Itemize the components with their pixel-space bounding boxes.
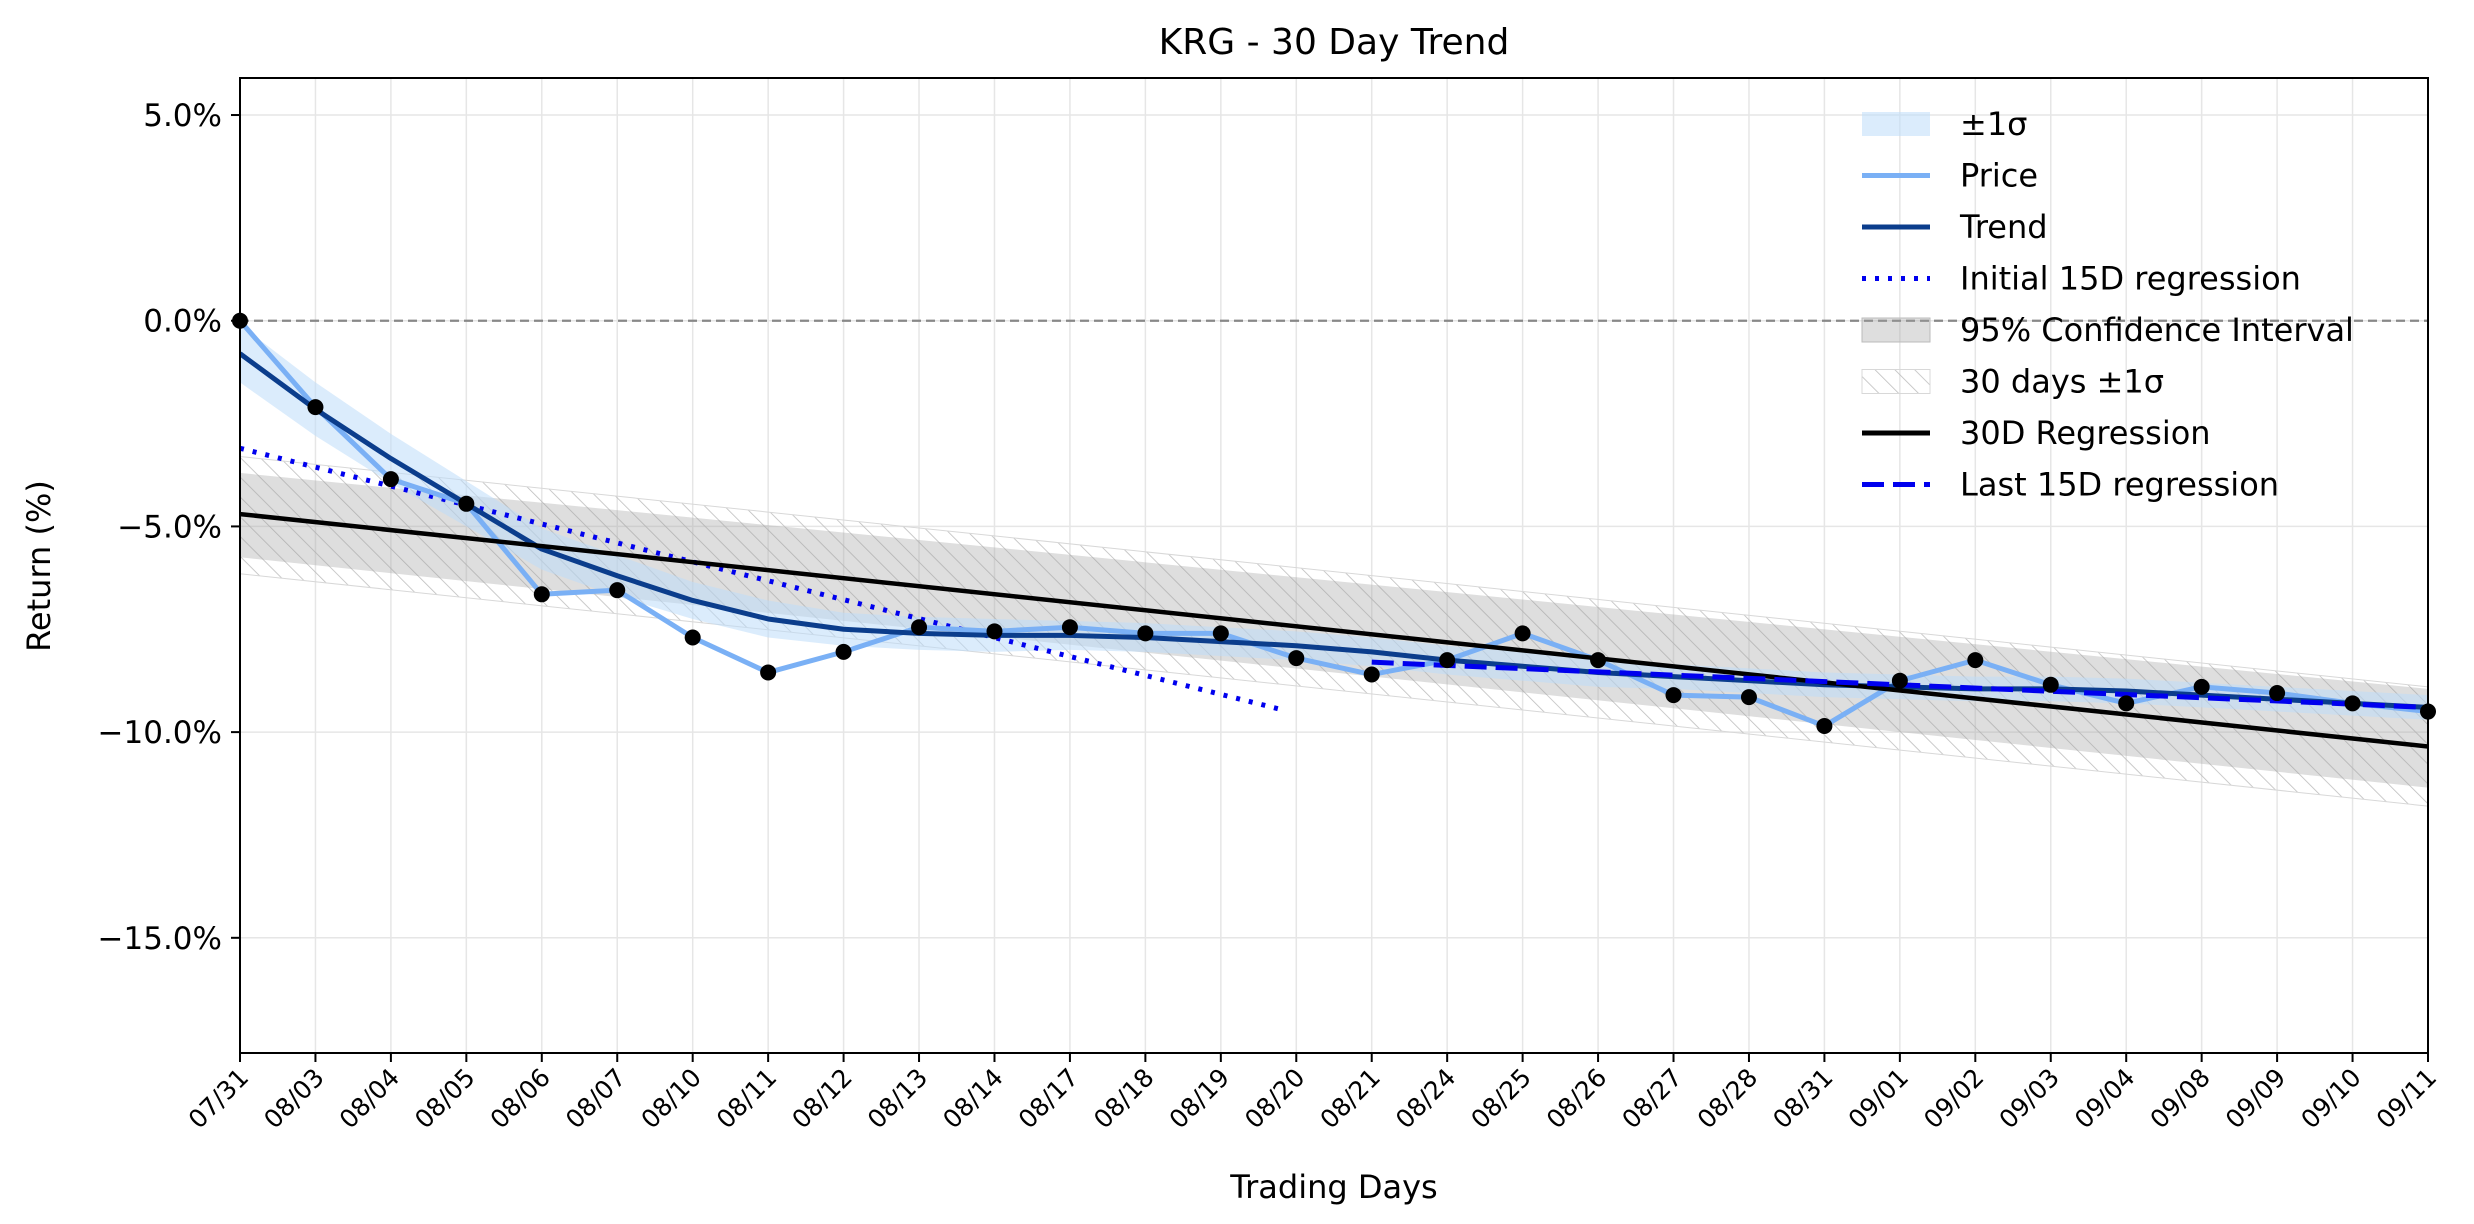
legend-swatch — [1862, 112, 1930, 136]
x-tick-label: 08/07 — [560, 1063, 631, 1134]
x-tick-label: 09/11 — [2371, 1063, 2442, 1134]
y-tick-label: −15.0% — [98, 921, 222, 957]
chart-title: KRG - 30 Day Trend — [1159, 22, 1510, 63]
legend-item: Initial 15D regression — [1862, 260, 2301, 298]
x-tick-label: 09/02 — [1918, 1063, 1989, 1134]
legend-item: 95% Confidence Interval — [1861, 311, 2354, 349]
line-30d-regression — [240, 511, 2428, 749]
legend-item: Last 15D regression — [1862, 466, 2279, 504]
price-point — [684, 629, 701, 646]
x-tick-label: 09/01 — [1843, 1063, 1914, 1134]
price-point — [1061, 619, 1078, 636]
x-tick-label: 09/03 — [1994, 1063, 2065, 1134]
y-tick-label: 5.0% — [143, 98, 222, 134]
legend: ±1σ Price Trend Initial 15D regression 95% C… — [1861, 105, 2354, 504]
legend-item: ±1σ — [1862, 105, 2027, 143]
price-point — [458, 495, 475, 512]
lines-layer — [240, 319, 2428, 749]
x-tick-label: 08/11 — [711, 1063, 782, 1134]
x-tick-label: 08/10 — [635, 1063, 706, 1134]
price-point — [2269, 685, 2286, 702]
legend-item: Price — [1862, 157, 2038, 195]
price-point — [1816, 717, 1833, 734]
x-tick-label: 08/19 — [1164, 1063, 1235, 1134]
x-tick-label: 08/31 — [1767, 1063, 1838, 1134]
price-point — [1439, 652, 1456, 669]
x-tick-label: 08/06 — [485, 1063, 556, 1134]
price-point — [1740, 689, 1757, 706]
x-tick-label: 08/27 — [1616, 1063, 1687, 1134]
legend-item: 30 days ±1σ — [1861, 363, 2164, 401]
legend-label: 30 days ±1σ — [1960, 363, 2164, 401]
price-point — [1363, 666, 1380, 683]
price-point — [760, 664, 777, 681]
x-tick-label: 08/20 — [1239, 1063, 1310, 1134]
legend-label: Initial 15D regression — [1960, 260, 2301, 298]
price-point — [835, 643, 852, 660]
line-trend — [240, 351, 2428, 710]
legend-item: 30D Regression — [1862, 414, 2211, 452]
price-point — [2344, 695, 2361, 712]
price-point — [1590, 652, 1607, 669]
legend-label: ±1σ — [1960, 105, 2027, 143]
price-point — [382, 471, 399, 488]
y-tick-label: 0.0% — [143, 304, 222, 340]
x-tick-label: 09/10 — [2295, 1063, 2366, 1134]
x-axis-label: Trading Days — [1229, 1168, 1437, 1206]
price-point — [1891, 672, 1908, 689]
price-point — [533, 586, 550, 603]
price-point — [986, 623, 1003, 640]
x-tick-label: 08/14 — [937, 1063, 1008, 1134]
x-tick-label: 08/24 — [1390, 1063, 1461, 1134]
line-initial-15d-regression — [240, 445, 1282, 712]
legend-item: Trend — [1862, 208, 2048, 246]
price-point — [1967, 652, 1984, 669]
y-tick-label: −10.0% — [98, 715, 222, 751]
price-point — [911, 619, 928, 636]
x-tick-label: 08/18 — [1088, 1063, 1159, 1134]
legend-swatch — [1861, 369, 1931, 394]
x-tick-label: 07/31 — [183, 1063, 254, 1134]
price-point — [1212, 625, 1229, 642]
x-tick-label: 08/04 — [334, 1063, 405, 1134]
legend-label: 95% Confidence Interval — [1960, 311, 2354, 349]
x-tick-label: 08/12 — [786, 1063, 857, 1134]
price-point — [1288, 650, 1305, 667]
price-point — [2193, 678, 2210, 695]
x-tick-label: 08/03 — [258, 1063, 329, 1134]
legend-swatch — [1861, 317, 1931, 343]
y-tick-label: −5.0% — [117, 509, 222, 545]
x-tick-label: 08/13 — [862, 1063, 933, 1134]
price-point — [1137, 625, 1154, 642]
legend-label: Price — [1960, 157, 2038, 195]
x-tick-label: 08/26 — [1541, 1063, 1612, 1134]
x-tick-label: 09/04 — [2069, 1063, 2140, 1134]
x-tick-label: 08/05 — [409, 1063, 480, 1134]
legend-label: Last 15D regression — [1960, 466, 2279, 504]
plot-frame — [239, 77, 2429, 1054]
price-point — [1665, 687, 1682, 704]
price-point — [307, 399, 324, 416]
legend-label: 30D Regression — [1960, 414, 2211, 452]
price-point — [1514, 625, 1531, 642]
price-point — [609, 582, 626, 599]
y-axis-label: Return (%) — [20, 480, 58, 652]
x-tick-label: 08/25 — [1465, 1063, 1536, 1134]
x-tick-label: 08/28 — [1692, 1063, 1763, 1134]
price-point — [2118, 695, 2135, 712]
x-tick-label: 09/09 — [2220, 1063, 2291, 1134]
x-tick-label: 08/17 — [1013, 1063, 1084, 1134]
legend-label: Trend — [1959, 208, 2048, 246]
x-tick-label: 09/08 — [2144, 1063, 2215, 1134]
price-point — [2042, 676, 2059, 693]
x-tick-label: 08/21 — [1315, 1063, 1386, 1134]
points-layer — [232, 312, 2436, 734]
